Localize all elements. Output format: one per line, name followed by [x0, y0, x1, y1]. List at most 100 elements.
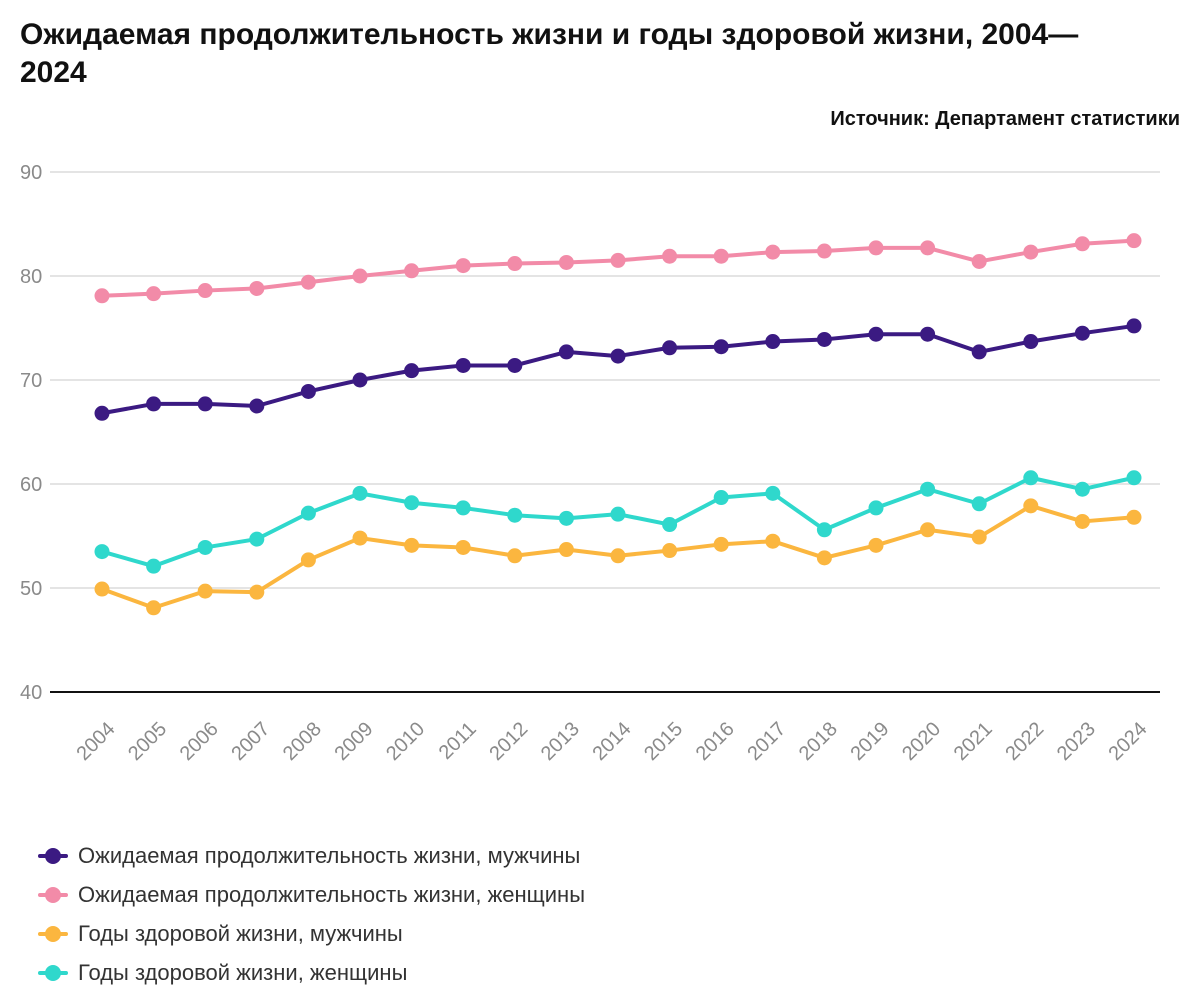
data-point: [610, 252, 626, 268]
data-point: [404, 537, 420, 553]
data-point: [455, 258, 471, 274]
x-tick-label: 2010: [382, 718, 429, 765]
y-tick-label: 70: [20, 370, 42, 392]
data-point: [249, 280, 265, 296]
x-tick-label: 2017: [743, 718, 790, 765]
data-point: [713, 339, 729, 355]
legend-item[interactable]: Ожидаемая продолжительность жизни, мужчи…: [38, 836, 585, 875]
legend-marker-icon: [38, 964, 68, 981]
data-point: [404, 263, 420, 279]
data-point: [868, 240, 884, 256]
data-point: [146, 600, 162, 616]
x-tick-label: 2023: [1053, 718, 1100, 765]
data-point: [455, 357, 471, 373]
legend-item[interactable]: Годы здоровой жизни, женщины: [38, 953, 585, 992]
data-point: [1074, 481, 1090, 497]
data-point: [662, 248, 678, 264]
legend-item[interactable]: Годы здоровой жизни, мужчины: [38, 914, 585, 953]
y-tick-label: 40: [20, 682, 42, 704]
x-tick-label: 2018: [795, 718, 842, 765]
data-point: [610, 348, 626, 364]
data-point: [197, 583, 213, 599]
data-point: [249, 531, 265, 547]
data-point: [1126, 318, 1142, 334]
x-tick-label: 2013: [537, 718, 584, 765]
legend: Ожидаемая продолжительность жизни, мужчи…: [38, 836, 585, 992]
x-tick-label: 2024: [1105, 718, 1152, 765]
data-point: [558, 542, 574, 558]
data-point: [507, 548, 523, 564]
data-point: [197, 396, 213, 412]
data-point: [94, 544, 110, 560]
legend-label: Годы здоровой жизни, мужчины: [78, 920, 403, 946]
data-point: [507, 507, 523, 523]
data-point: [971, 496, 987, 512]
y-tick-label: 50: [20, 578, 42, 600]
data-point: [352, 268, 368, 284]
data-point: [1074, 236, 1090, 252]
legend-label: Ожидаемая продолжительность жизни, мужчи…: [78, 842, 581, 868]
data-point: [507, 357, 523, 373]
data-point: [816, 331, 832, 347]
data-point: [94, 581, 110, 597]
y-tick-label: 90: [20, 162, 42, 184]
data-point: [94, 405, 110, 421]
data-point: [1074, 513, 1090, 529]
data-point: [1126, 509, 1142, 525]
data-point: [610, 548, 626, 564]
data-point: [662, 340, 678, 356]
data-point: [1023, 244, 1039, 260]
data-point: [713, 248, 729, 264]
x-tick-label: 2022: [1001, 718, 1048, 765]
data-point: [507, 256, 523, 272]
data-point: [404, 495, 420, 511]
line-chart: 40 50 60 70 80 90 2004 2005 2006 2007 2008 2009 2010…: [20, 162, 1160, 765]
data-point: [816, 522, 832, 538]
data-point: [300, 505, 316, 521]
x-tick-label: 2011: [435, 718, 481, 764]
data-point: [249, 584, 265, 600]
x-tick-label: 2008: [279, 718, 326, 765]
x-tick-label: 2004: [73, 718, 120, 765]
legend-marker-icon: [38, 886, 68, 903]
x-tick-label: 2007: [227, 718, 274, 765]
data-point: [868, 500, 884, 516]
data-point: [249, 398, 265, 414]
data-point: [558, 254, 574, 270]
data-point: [868, 326, 884, 342]
data-point: [971, 344, 987, 360]
data-point: [610, 506, 626, 522]
data-point: [1023, 498, 1039, 514]
x-tick-label: 2009: [331, 718, 378, 765]
x-tick-label: 2012: [485, 718, 532, 765]
data-point: [404, 363, 420, 379]
data-point: [920, 326, 936, 342]
data-point: [765, 244, 781, 260]
legend-label: Годы здоровой жизни, женщины: [78, 959, 408, 985]
data-point: [816, 243, 832, 259]
chart-title: Ожидаемая продолжительность жизни и годы…: [20, 18, 1079, 89]
x-tick-label: 2014: [589, 718, 636, 765]
data-point: [920, 240, 936, 256]
data-point: [1074, 325, 1090, 341]
x-tick-label: 2016: [692, 718, 739, 765]
data-point: [713, 536, 729, 552]
x-tick-label: 2006: [176, 718, 223, 765]
data-point: [868, 537, 884, 553]
data-point: [662, 543, 678, 559]
data-point: [146, 396, 162, 412]
legend-label: Ожидаемая продолжительность жизни, женщи…: [78, 881, 586, 907]
legend-item[interactable]: Ожидаемая продолжительность жизни, женщи…: [38, 875, 585, 914]
data-point: [920, 522, 936, 538]
data-point: [352, 372, 368, 388]
data-point: [300, 552, 316, 568]
data-point: [352, 530, 368, 546]
data-point: [816, 550, 832, 566]
legend-marker-icon: [38, 925, 68, 942]
data-point: [765, 485, 781, 501]
data-point: [765, 334, 781, 350]
data-point: [146, 286, 162, 302]
data-point: [1023, 334, 1039, 350]
y-tick-label: 80: [20, 266, 42, 288]
data-point: [197, 283, 213, 299]
